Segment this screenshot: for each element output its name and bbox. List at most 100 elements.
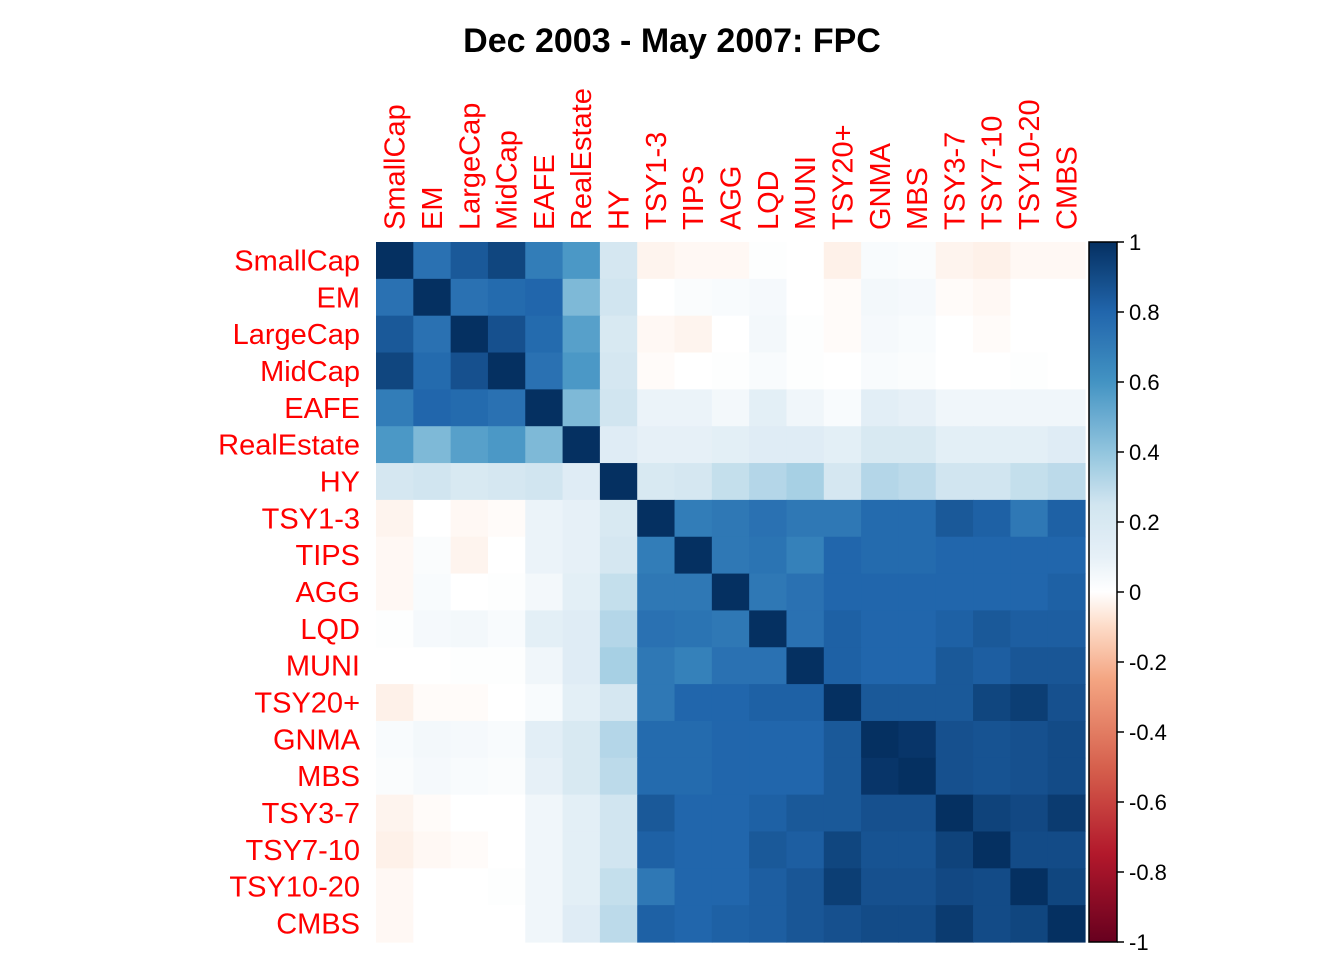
- heatmap-cell: [674, 647, 713, 685]
- heatmap-cell: [376, 720, 414, 759]
- heatmap-cell: [749, 315, 788, 354]
- column-label: RealEstate: [566, 88, 598, 230]
- heatmap-cell: [935, 426, 974, 464]
- column-label: MidCap: [492, 130, 524, 230]
- heatmap-cell: [525, 831, 564, 869]
- heatmap-cell: [487, 757, 526, 796]
- heatmap-cell: [562, 684, 601, 722]
- heatmap-cell: [749, 499, 788, 538]
- heatmap-cell: [786, 278, 825, 317]
- heatmap-cell: [1010, 757, 1049, 796]
- heatmap-cell: [413, 868, 452, 906]
- heatmap-cell: [823, 426, 862, 464]
- heatmap-cell: [1010, 794, 1049, 833]
- heatmap-cell: [525, 684, 564, 722]
- row-label: TSY7-10: [246, 835, 360, 867]
- heatmap-cell: [525, 463, 564, 501]
- heatmap-cell: [1010, 831, 1049, 869]
- heatmap-cell: [562, 868, 601, 906]
- heatmap-cell: [637, 610, 676, 648]
- heatmap-cell: [376, 831, 414, 869]
- heatmap-cell: [599, 426, 638, 464]
- heatmap-cell: [786, 647, 825, 685]
- heatmap-cell: [599, 868, 638, 906]
- heatmap-cell: [823, 720, 862, 759]
- heatmap-cell: [935, 499, 974, 538]
- heatmap-cell: [562, 242, 601, 280]
- heatmap-cell: [749, 684, 788, 722]
- heatmap-cell: [711, 573, 750, 612]
- heatmap-cell: [487, 242, 526, 280]
- heatmap-cell: [674, 278, 713, 317]
- heatmap-cell: [1010, 720, 1049, 759]
- heatmap-cell: [898, 684, 937, 722]
- heatmap-cell: [1047, 684, 1086, 722]
- heatmap-cell: [413, 757, 452, 796]
- heatmap-cell: [637, 352, 676, 390]
- heatmap-cell: [935, 794, 974, 833]
- heatmap-cell: [1047, 647, 1086, 685]
- row-label: TSY3-7: [262, 798, 360, 830]
- heatmap-cell: [674, 499, 713, 538]
- heatmap-cell: [786, 684, 825, 722]
- heatmap-cell: [562, 352, 601, 390]
- heatmap-cell: [637, 757, 676, 796]
- heatmap-cell: [562, 831, 601, 869]
- heatmap-cell: [637, 315, 676, 354]
- heatmap-cell: [525, 389, 564, 427]
- colorbar: 1 0.8 0.6 0.4 0.2 0 -0.2 -0.4 -0.6 -0.8 -1: [1088, 230, 1167, 955]
- heatmap-cell: [562, 315, 601, 354]
- heatmap-cell: [413, 573, 452, 612]
- heatmap-cell: [786, 536, 825, 575]
- heatmap-cell: [562, 536, 601, 575]
- heatmap-cell: [973, 573, 1011, 612]
- heatmap-cell: [376, 426, 414, 464]
- chart-title: Dec 2003 - May 2007: FPC: [463, 22, 881, 60]
- heatmap-cell: [487, 536, 526, 575]
- heatmap-cell: [599, 499, 638, 538]
- heatmap-cell: [749, 610, 788, 648]
- heatmap-cell: [525, 720, 564, 759]
- heatmap-cell: [525, 242, 564, 280]
- row-label: EM: [317, 282, 361, 314]
- column-label: MUNI: [790, 156, 822, 230]
- heatmap-cell: [786, 573, 825, 612]
- heatmap-cell: [1047, 868, 1086, 906]
- heatmap-cell: [935, 352, 974, 390]
- heatmap-cell: [823, 757, 862, 796]
- row-label: LQD: [300, 614, 360, 646]
- heatmap-cell: [1010, 905, 1049, 943]
- heatmap-cell: [376, 794, 414, 833]
- heatmap-cell: [823, 389, 862, 427]
- heatmap-cell: [973, 720, 1011, 759]
- heatmap-cell: [711, 794, 750, 833]
- heatmap-cell: [898, 831, 937, 869]
- heatmap-cell: [1010, 684, 1049, 722]
- heatmap-cell: [973, 278, 1011, 317]
- heatmap-cell: [973, 868, 1011, 906]
- colorbar-tick-label: -0.4: [1129, 720, 1167, 745]
- heatmap-cell: [562, 426, 601, 464]
- row-labels: SmallCap EM LargeCap MidCap EAFE RealEstate HY…: [218, 245, 361, 940]
- column-label: TSY10-20: [1014, 99, 1046, 230]
- heatmap-cell: [562, 610, 601, 648]
- heatmap-cell: [1010, 610, 1049, 648]
- heatmap-cell: [898, 352, 937, 390]
- heatmap-cell: [413, 720, 452, 759]
- row-label: TSY20+: [254, 688, 360, 720]
- heatmap-cell: [711, 389, 750, 427]
- heatmap-cells: [376, 242, 1086, 943]
- heatmap-cell: [1047, 315, 1086, 354]
- heatmap-cell: [376, 905, 414, 943]
- heatmap-cell: [711, 905, 750, 943]
- heatmap-cell: [376, 868, 414, 906]
- heatmap-cell: [861, 278, 900, 317]
- heatmap-cell: [823, 463, 862, 501]
- heatmap-cell: [861, 315, 900, 354]
- heatmap-cell: [674, 573, 713, 612]
- heatmap-cell: [637, 720, 676, 759]
- heatmap-cell: [973, 315, 1011, 354]
- heatmap-cell: [525, 573, 564, 612]
- colorbar-tick-label: 0.8: [1129, 300, 1160, 325]
